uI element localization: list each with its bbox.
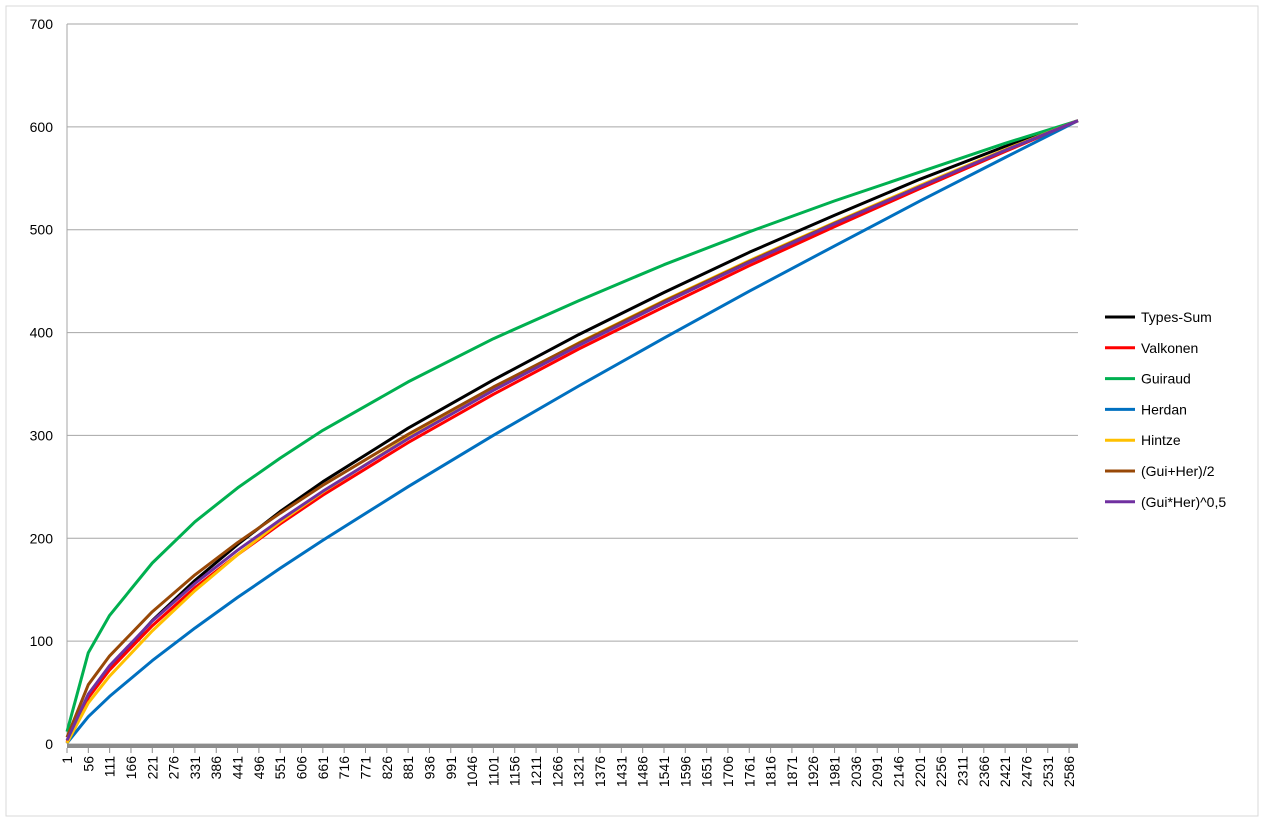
x-tick-label: 1651 bbox=[699, 756, 715, 787]
y-tick-label: 400 bbox=[30, 325, 54, 341]
x-tick-label: 2201 bbox=[912, 756, 928, 787]
legend-label: (Gui+Her)/2 bbox=[1141, 463, 1215, 479]
x-tick-label: 221 bbox=[144, 756, 160, 780]
x-tick-label: 1046 bbox=[464, 756, 480, 787]
x-tick-label: 386 bbox=[208, 756, 224, 780]
x-tick-label: 1431 bbox=[613, 756, 629, 787]
x-tick-label: 331 bbox=[187, 756, 203, 780]
x-tick-label: 2476 bbox=[1018, 756, 1034, 787]
x-tick-label: 56 bbox=[80, 756, 96, 772]
x-tick-label: 936 bbox=[421, 756, 437, 780]
x-tick-label: 2091 bbox=[869, 756, 885, 787]
x-tick-label: 1 bbox=[59, 756, 75, 764]
y-tick-label: 200 bbox=[30, 530, 54, 546]
x-tick-label: 2366 bbox=[976, 756, 992, 787]
legend-label: Valkonen bbox=[1141, 340, 1198, 356]
x-tick-label: 1101 bbox=[485, 756, 501, 786]
x-tick-label: 1376 bbox=[592, 756, 608, 787]
x-tick-label: 2421 bbox=[997, 756, 1013, 787]
legend-label: Herdan bbox=[1141, 401, 1187, 417]
x-tick-label: 1871 bbox=[784, 756, 800, 787]
x-tick-label: 1981 bbox=[827, 756, 843, 787]
y-tick-label: 600 bbox=[30, 119, 54, 135]
x-tick-label: 1486 bbox=[635, 756, 651, 787]
x-tick-label: 2311 bbox=[954, 756, 970, 786]
y-tick-label: 300 bbox=[30, 427, 54, 443]
x-tick-label: 1211 bbox=[528, 756, 544, 786]
x-tick-label: 551 bbox=[272, 756, 288, 780]
x-tick-label: 1761 bbox=[741, 756, 757, 787]
x-tick-label: 1266 bbox=[549, 756, 565, 787]
legend-label: Types-Sum bbox=[1141, 309, 1212, 325]
x-tick-label: 881 bbox=[400, 756, 416, 780]
x-tick-label: 496 bbox=[251, 756, 267, 780]
x-tick-label: 2146 bbox=[891, 756, 907, 787]
x-tick-label: 1596 bbox=[677, 756, 693, 787]
x-tick-label: 1816 bbox=[763, 756, 779, 787]
legend-label: (Gui*Her)^0,5 bbox=[1141, 494, 1226, 510]
y-tick-label: 100 bbox=[30, 633, 54, 649]
x-tick-label: 2586 bbox=[1061, 756, 1077, 787]
x-tick-label: 111 bbox=[102, 756, 118, 777]
x-tick-label: 606 bbox=[294, 756, 310, 780]
x-tick-label: 826 bbox=[379, 756, 395, 780]
series-line bbox=[65, 119, 1079, 733]
x-tick-label: 2531 bbox=[1040, 756, 1056, 787]
legend-label: Hintze bbox=[1141, 432, 1181, 448]
x-tick-label: 771 bbox=[357, 756, 373, 780]
x-axis bbox=[67, 744, 1078, 748]
series-line bbox=[65, 119, 1079, 743]
x-tick-label: 441 bbox=[230, 756, 246, 780]
series-line bbox=[65, 119, 1079, 744]
series-line bbox=[65, 119, 1079, 742]
legend-label: Guiraud bbox=[1141, 371, 1191, 387]
x-tick-label: 166 bbox=[123, 756, 139, 780]
x-tick-label: 1156 bbox=[507, 756, 523, 786]
x-tick-label: 1706 bbox=[720, 756, 736, 787]
x-tick-label: 991 bbox=[443, 756, 459, 780]
y-tick-label: 700 bbox=[30, 16, 54, 32]
x-tick-label: 2036 bbox=[848, 756, 864, 787]
x-tick-label: 2256 bbox=[933, 756, 949, 787]
x-tick-label: 1321 bbox=[571, 756, 587, 787]
x-tick-label: 661 bbox=[315, 756, 331, 780]
x-tick-label: 716 bbox=[336, 756, 352, 780]
y-tick-label: 0 bbox=[45, 736, 53, 752]
x-tick-label: 276 bbox=[166, 756, 182, 780]
chart-frame bbox=[5, 5, 1259, 817]
y-tick-label: 500 bbox=[30, 222, 54, 238]
x-tick-label: 1541 bbox=[656, 756, 672, 787]
x-tick-label: 1926 bbox=[805, 756, 821, 787]
